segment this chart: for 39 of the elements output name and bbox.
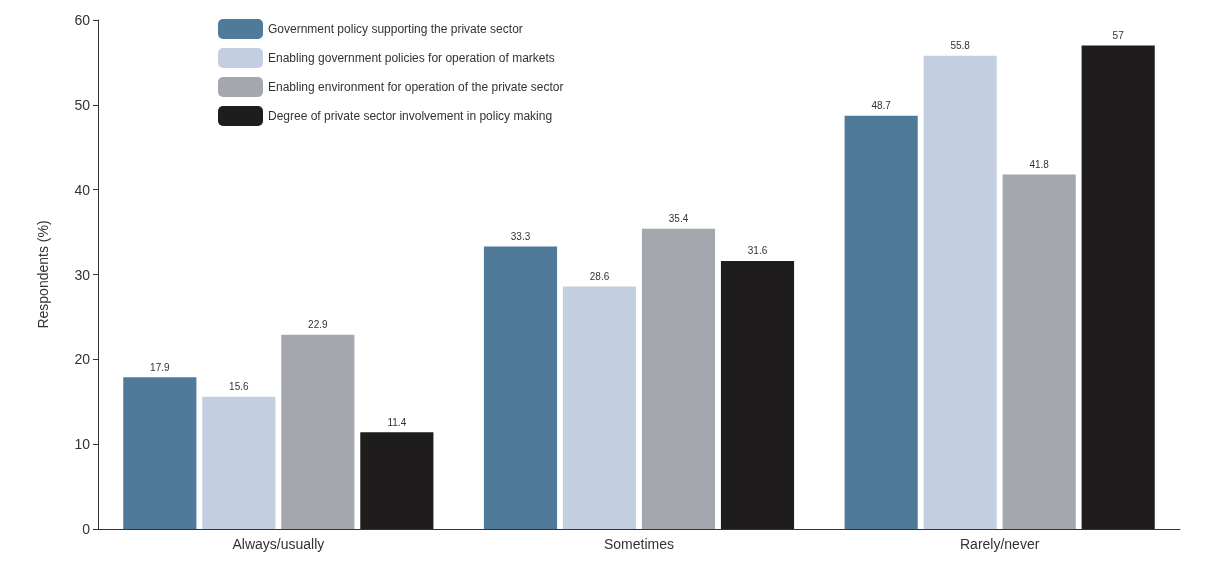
bar: [923, 55, 997, 529]
legend-label: Degree of private sector involvement in policy making: [268, 109, 553, 123]
data-label: 17.9: [150, 361, 170, 373]
y-tick-label: 20: [74, 351, 91, 368]
data-label: 48.7: [871, 100, 892, 112]
data-label: 31.6: [747, 245, 768, 257]
y-tick-label: 50: [74, 96, 91, 113]
data-label: 15.6: [229, 381, 249, 393]
data-label: 57: [1112, 29, 1125, 41]
bar: [844, 115, 918, 529]
y-tick-label: 60: [74, 12, 91, 28]
y-tick-label: 10: [74, 436, 91, 453]
x-tick-label: Always/usually: [232, 536, 325, 552]
x-tick-label: Sometimes: [603, 536, 675, 552]
data-label: 11.4: [387, 416, 407, 428]
data-label: 41.8: [1029, 158, 1050, 170]
bar: [360, 432, 434, 529]
data-label: 33.3: [510, 231, 531, 243]
y-tick-label: 30: [74, 266, 91, 283]
bar: [641, 228, 716, 529]
x-tick-label: Rarely/never: [959, 536, 1040, 552]
bar: [1002, 174, 1076, 529]
bar: [202, 396, 276, 529]
bar: [483, 246, 558, 529]
bar: [281, 334, 355, 529]
y-tick-label: 40: [74, 181, 91, 198]
bar: [562, 286, 637, 529]
legend-label: Enabling government policies for operation of markets: [268, 51, 555, 65]
bar: [1081, 45, 1155, 529]
bar: [123, 377, 197, 529]
legend-label: Enabling environment for operation of the private sector: [268, 80, 564, 94]
data-label: 35.4: [668, 213, 689, 225]
y-axis-title: Respondents (%): [35, 220, 51, 329]
data-label: 28.6: [589, 270, 610, 282]
legend-label: Government policy supporting the private sector: [268, 22, 523, 36]
y-tick-label: 0: [82, 521, 91, 537]
data-label: 55.8: [950, 40, 971, 52]
data-label: 22.9: [308, 319, 328, 331]
bar: [720, 260, 795, 529]
